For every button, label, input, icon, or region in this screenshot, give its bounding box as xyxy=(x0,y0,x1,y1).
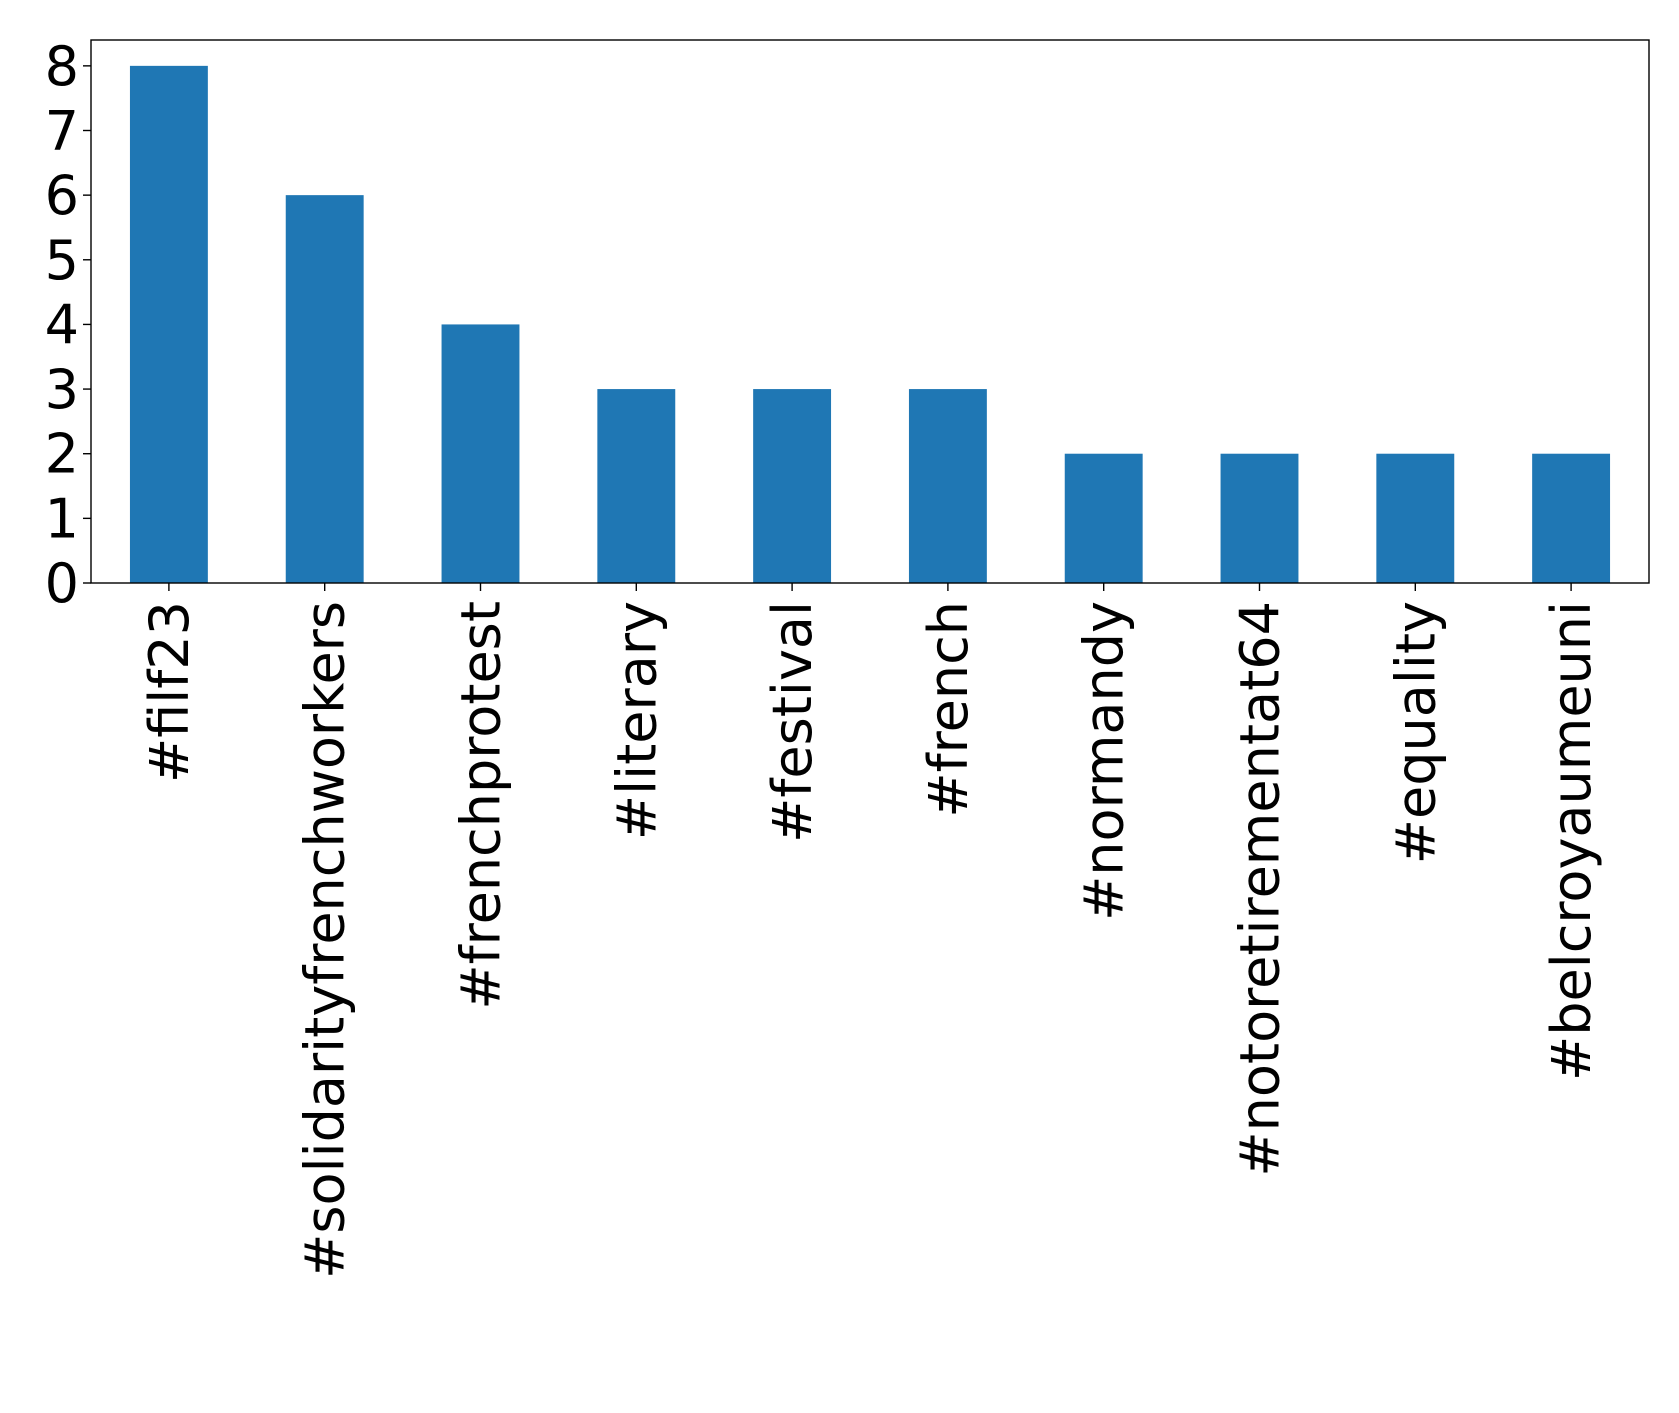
y-tick-label: 7 xyxy=(45,100,79,163)
y-tick-label: 4 xyxy=(45,293,79,356)
y-tick-label: 6 xyxy=(45,164,79,227)
y-tick-label: 1 xyxy=(45,487,79,550)
x-tick-label: #french xyxy=(917,601,980,818)
bar-festival xyxy=(753,389,832,583)
x-tick-label: #filf23 xyxy=(138,601,201,783)
x-tick-label: #literary xyxy=(605,601,668,840)
x-tick-label: #equality xyxy=(1384,601,1447,864)
bar-french xyxy=(908,389,987,583)
y-tick-label: 2 xyxy=(45,423,79,486)
x-tick-label: #belcroyaumeuni xyxy=(1540,601,1603,1081)
bar-belcroyaumeuni xyxy=(1532,453,1611,583)
x-tick-label: #frenchprotest xyxy=(450,601,513,1010)
bar-frenchprotest xyxy=(441,324,520,583)
bar-filf23 xyxy=(129,65,208,584)
bars-group xyxy=(129,65,1611,584)
bar-notoretirementat64 xyxy=(1220,453,1299,583)
x-axis: #filf23 #solidarityfrenchworkers #frenchpr… xyxy=(138,583,1603,1279)
x-tick-label: #festival xyxy=(761,601,824,843)
x-tick-label: #normandy xyxy=(1073,601,1136,921)
bar-solidarityfrenchworkers xyxy=(285,195,364,583)
bar-literary xyxy=(597,389,676,583)
bar-normandy xyxy=(1064,453,1143,583)
plot-frame xyxy=(90,39,1650,584)
y-tick-label: 0 xyxy=(45,552,79,615)
x-tick-label: #notoretirementat64 xyxy=(1229,601,1292,1177)
y-tick-label: 8 xyxy=(45,35,79,98)
y-tick-label: 3 xyxy=(45,358,79,421)
x-tick-label: #solidarityfrenchworkers xyxy=(294,601,357,1279)
y-tick-label: 5 xyxy=(45,229,79,292)
bar-equality xyxy=(1376,453,1455,583)
